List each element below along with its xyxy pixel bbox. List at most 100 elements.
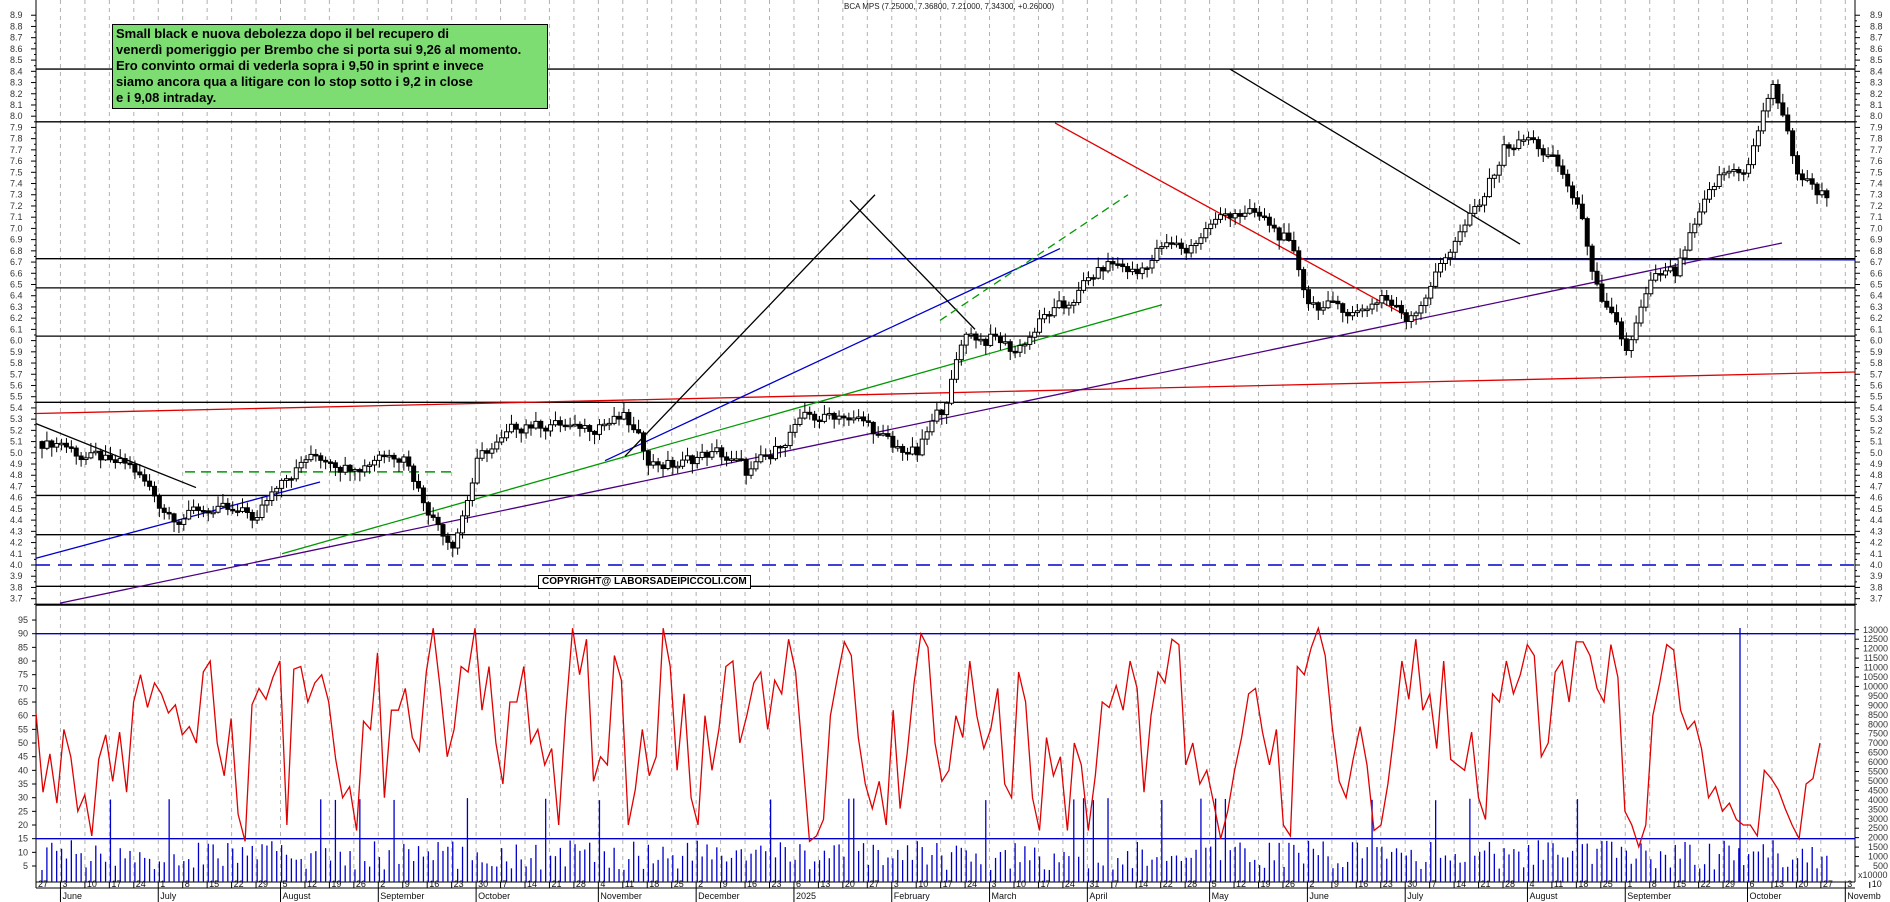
price-tick-left: 8.5 xyxy=(10,55,23,65)
candle xyxy=(1599,283,1605,302)
osc-tick: 70 xyxy=(18,683,28,693)
date-day-label: 6 xyxy=(796,879,801,889)
candle xyxy=(499,437,505,443)
candle xyxy=(983,338,989,346)
candle xyxy=(54,443,60,448)
price-tick-left: 8.9 xyxy=(10,10,23,20)
candle xyxy=(738,458,744,461)
osc-tick: 35 xyxy=(18,779,28,789)
candle xyxy=(1770,83,1776,99)
volume-tick: 8500 xyxy=(1868,710,1888,720)
price-tick-right: 7.3 xyxy=(1870,190,1883,200)
candle xyxy=(592,430,598,435)
candle xyxy=(288,478,294,481)
candle xyxy=(567,424,573,428)
candle xyxy=(543,427,549,432)
candle xyxy=(93,450,99,454)
price-tick-right: 8.0 xyxy=(1870,111,1883,121)
candle xyxy=(958,344,964,361)
candle xyxy=(274,487,280,493)
date-day-label: 7 xyxy=(503,879,508,889)
price-tick-left: 5.9 xyxy=(10,347,23,357)
candle xyxy=(1389,299,1395,306)
candle xyxy=(166,511,172,515)
candle xyxy=(1144,267,1150,270)
candle xyxy=(1775,83,1781,104)
osc-tick: 40 xyxy=(18,765,28,775)
volume-tick: 6500 xyxy=(1868,748,1888,758)
candle xyxy=(1066,304,1072,309)
candle xyxy=(1306,289,1312,305)
candle xyxy=(416,480,422,489)
candle xyxy=(1521,139,1527,142)
candle xyxy=(1570,185,1576,199)
candle xyxy=(944,402,950,416)
candle xyxy=(1799,173,1805,181)
candle xyxy=(1814,183,1820,196)
price-tick-left: 8.1 xyxy=(10,100,23,110)
date-month-label: February xyxy=(894,891,931,901)
candle xyxy=(445,535,451,543)
annotation-line: Small black e nuova debolezza dopo il be… xyxy=(116,26,450,41)
candle xyxy=(1354,310,1360,314)
trend-line xyxy=(35,371,1856,415)
date-day-label: 19 xyxy=(331,879,341,889)
price-tick-right: 6.1 xyxy=(1870,324,1883,334)
candle xyxy=(83,457,89,461)
price-tick-right: 3.9 xyxy=(1870,571,1883,581)
candle xyxy=(474,457,480,484)
candle xyxy=(318,455,324,461)
candle xyxy=(44,440,50,449)
candle xyxy=(1173,242,1179,246)
candle xyxy=(953,359,959,380)
candle xyxy=(464,500,470,517)
candle xyxy=(1731,168,1737,172)
candle xyxy=(518,428,524,434)
date-day-label: 1 xyxy=(160,879,165,889)
osc-tick: 95 xyxy=(18,615,28,625)
price-tick-right: 6.9 xyxy=(1870,235,1883,245)
volume-tick: 4500 xyxy=(1868,785,1888,795)
candle xyxy=(606,422,612,426)
candle xyxy=(973,333,979,341)
candle xyxy=(1482,196,1488,206)
candle xyxy=(773,445,778,460)
price-tick-left: 4.1 xyxy=(10,549,23,559)
candle xyxy=(616,415,622,420)
candle xyxy=(1804,178,1810,181)
candle xyxy=(1780,102,1786,116)
osc-tick: 90 xyxy=(18,629,28,639)
price-tick-left: 4.4 xyxy=(10,515,23,525)
candle xyxy=(577,423,583,429)
date-day-label: 24 xyxy=(1065,879,1075,889)
volume-tick: 10000 xyxy=(1863,681,1888,691)
candle xyxy=(1477,204,1483,208)
candle xyxy=(1824,190,1830,199)
trend-line xyxy=(59,242,1783,604)
candle xyxy=(1501,144,1507,166)
candle xyxy=(528,424,534,429)
candle xyxy=(1609,306,1615,314)
candle xyxy=(753,461,759,470)
candle xyxy=(230,508,236,512)
candle xyxy=(1706,189,1712,200)
price-tick-left: 8.3 xyxy=(10,78,23,88)
osc-tick: 5 xyxy=(23,861,28,871)
date-day-label: 14 xyxy=(527,879,537,889)
candle xyxy=(1594,270,1600,285)
candle xyxy=(557,420,563,426)
candle xyxy=(758,454,764,463)
candle xyxy=(1623,338,1629,352)
date-day-label: 4 xyxy=(600,879,605,889)
candle xyxy=(596,424,602,435)
candle xyxy=(821,413,827,422)
price-tick-left: 5.0 xyxy=(10,448,23,458)
candle xyxy=(1428,285,1434,299)
candle xyxy=(1193,242,1199,247)
osc-tick: 10 xyxy=(18,847,28,857)
candle xyxy=(1530,137,1536,141)
candle xyxy=(817,419,823,423)
candle xyxy=(1296,250,1302,271)
date-day-label: 30 xyxy=(1407,879,1417,889)
date-day-label: 27 xyxy=(38,879,48,889)
